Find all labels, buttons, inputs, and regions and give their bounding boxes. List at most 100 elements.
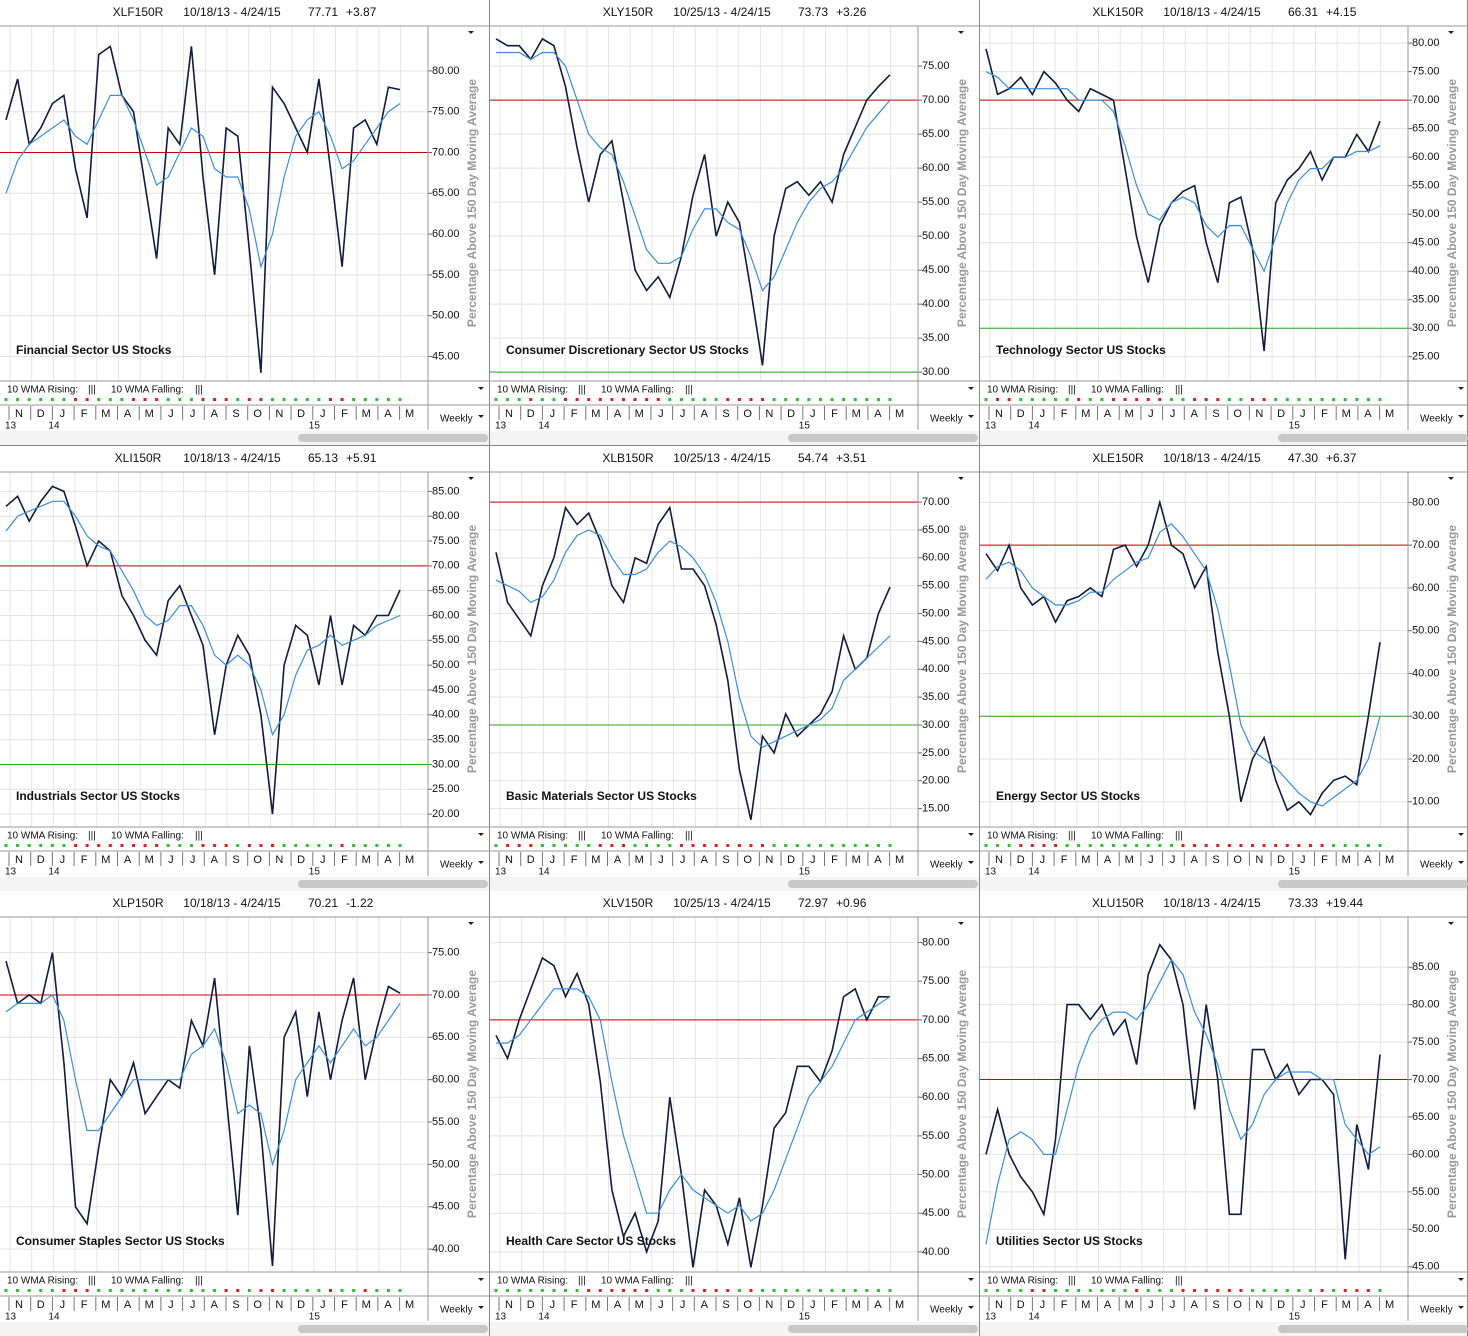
header-bar (490, 891, 980, 917)
month-label: D (787, 854, 795, 866)
y-tick-label: 40.00 (432, 1243, 460, 1255)
wma-dot (189, 1289, 193, 1292)
wma-dot (1111, 398, 1115, 401)
symbol: XLK150R (1092, 5, 1144, 19)
wma-dot (1030, 1289, 1034, 1292)
rising-icon: ||| (88, 831, 96, 842)
wma-dot (795, 398, 799, 401)
wma-dot (27, 844, 31, 847)
wma-dot (784, 398, 788, 401)
wma-dot (656, 1289, 660, 1292)
wma-dot (166, 398, 170, 401)
wma-dot (807, 1289, 811, 1292)
scrollbar-thumb[interactable] (788, 880, 978, 888)
y-tick-label: 55.00 (432, 269, 460, 281)
wma-dot (737, 1289, 741, 1292)
scrollbar-thumb[interactable] (298, 434, 488, 442)
month-label: A (701, 1299, 709, 1311)
wma-dot (1204, 1289, 1208, 1292)
price-line (495, 37, 891, 366)
y-tick-label: 25.00 (1412, 351, 1440, 363)
y-tick-label: 35.00 (1412, 294, 1440, 306)
month-label: S (232, 408, 239, 420)
wma-dot (294, 1289, 298, 1292)
month-label: M (1125, 1299, 1134, 1311)
y-tick-label: 75.00 (1412, 1036, 1440, 1048)
wma-dot (1181, 844, 1185, 847)
wma-dot (726, 1289, 730, 1292)
wma-dot (726, 398, 730, 401)
wma-dot (166, 844, 170, 847)
wma-dot (328, 398, 332, 401)
wma-dot (305, 844, 309, 847)
wma-dot (328, 1289, 332, 1292)
wma-dot (247, 844, 251, 847)
y-tick-label: 65.00 (922, 128, 950, 140)
chart-panel: XLV150R 10/25/13 - 4/24/15 72.97 +0.96 40.00… (490, 891, 980, 1336)
wma-dot (1065, 844, 1069, 847)
month-label: N (275, 1299, 283, 1311)
wma-dot (1227, 1289, 1231, 1292)
scrollbar-thumb[interactable] (1278, 1325, 1468, 1333)
y-axis-label: Percentage Above 150 Day Moving Average (465, 970, 479, 1218)
year-label: 13 (5, 421, 17, 432)
wma-dot (178, 1289, 182, 1292)
wma-dot (703, 398, 707, 401)
wma-dot (340, 1289, 344, 1292)
year-label: 15 (1289, 867, 1301, 878)
month-label: M (852, 854, 861, 866)
wma-dot (398, 398, 402, 401)
scrollbar-thumb[interactable] (1278, 880, 1468, 888)
month-label: O (743, 1299, 752, 1311)
wma-dot (564, 398, 568, 401)
wma-dot (85, 844, 89, 847)
month-label: J (550, 408, 556, 420)
scrollbar-thumb[interactable] (788, 1325, 978, 1333)
y-axis-label: Percentage Above 150 Day Moving Average (955, 970, 969, 1218)
y-tick-label: 75.00 (432, 106, 460, 118)
wma-dot (645, 1289, 649, 1292)
wma-dot (201, 1289, 205, 1292)
month-label: J (320, 408, 326, 420)
indicator-menu-arrow (968, 387, 974, 390)
period-menu-arrow (1458, 415, 1464, 418)
month-label: N (765, 854, 773, 866)
year-label: 14 (538, 867, 550, 878)
header-bar (0, 891, 490, 917)
wma-dot (1146, 398, 1150, 401)
wma-dot (39, 1289, 43, 1292)
y-tick-label: 40.00 (922, 663, 950, 675)
wma-dot (996, 1289, 1000, 1292)
scrollbar-thumb[interactable] (298, 880, 488, 888)
wma-dot (120, 398, 124, 401)
wma-dot (633, 398, 637, 401)
scrollbar-thumb[interactable] (298, 1325, 488, 1333)
scrollbar-thumb[interactable] (788, 434, 978, 442)
y-tick-label: 65.00 (432, 585, 460, 597)
month-label: M (591, 1299, 600, 1311)
moving-average-line (985, 71, 1381, 273)
month-label: F (1321, 854, 1328, 866)
month-label: O (1233, 408, 1242, 420)
wma-dot (645, 844, 649, 847)
month-label: A (1104, 1299, 1112, 1311)
month-label: J (60, 408, 66, 420)
scrollbar-thumb[interactable] (1278, 434, 1468, 442)
series-group (985, 48, 1381, 352)
month-label: M (362, 1299, 371, 1311)
month-label: D (1277, 408, 1285, 420)
wma-dot (494, 844, 498, 847)
month-label: F (1061, 1299, 1068, 1311)
wma-dot (888, 398, 892, 401)
wma-dot (375, 844, 379, 847)
wma-dot (85, 1289, 89, 1292)
month-label: A (124, 408, 132, 420)
series-group (495, 505, 891, 820)
period-label: Weekly (440, 1305, 473, 1316)
chart-subtitle: Financial Sector US Stocks (16, 343, 172, 357)
wma-dot (247, 398, 251, 401)
month-label: O (253, 854, 262, 866)
wma-dot (1320, 398, 1324, 401)
wma-dot (1007, 398, 1011, 401)
wma-dot (876, 1289, 880, 1292)
